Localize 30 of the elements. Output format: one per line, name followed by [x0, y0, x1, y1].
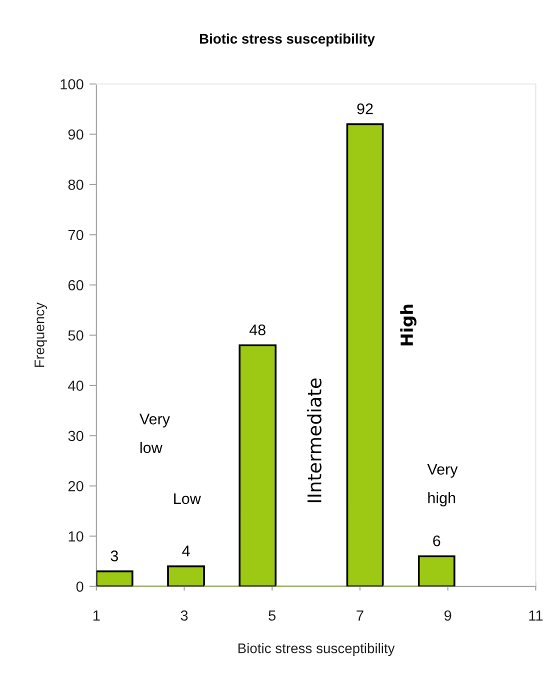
y-tick-label: 60	[68, 280, 84, 290]
x-tick-label: 5	[268, 610, 276, 621]
y-tick-label: 70	[68, 230, 84, 240]
data-label: 4	[182, 546, 190, 556]
x-tick-label: 3	[180, 610, 188, 621]
y-axis-title: Frequency	[34, 302, 48, 367]
y-tick-label: 40	[68, 380, 84, 391]
annotation: IIntermediate	[306, 378, 322, 502]
y-tick-label: 30	[68, 430, 84, 442]
annotation: High	[400, 304, 416, 346]
y-tick-label: 0	[76, 582, 84, 592]
x-tick-label: 7	[356, 610, 364, 621]
chart-title: Biotic stress susceptibility	[200, 34, 375, 46]
y-tick-label: 50	[68, 330, 84, 341]
annotation: Very high	[427, 464, 458, 506]
y-tick-label: 10	[68, 531, 84, 542]
x-axis-title: Biotic stress susceptibility	[238, 643, 395, 656]
x-tick-label: 11	[529, 610, 543, 621]
y-tick-label: 20	[68, 481, 84, 492]
y-tick-label: 90	[68, 129, 84, 140]
y-tick-label: 100	[60, 79, 84, 90]
y-tick-label: 80	[68, 180, 84, 190]
annotation: Low	[174, 493, 201, 504]
x-tick-label: 1	[93, 610, 100, 621]
data-label: 48	[249, 324, 266, 336]
data-label: 3	[110, 550, 118, 562]
annotation: Very low	[140, 414, 170, 454]
data-label: 92	[357, 103, 373, 114]
data-label: 6	[433, 535, 440, 546]
x-tick-label: 9	[444, 610, 452, 621]
